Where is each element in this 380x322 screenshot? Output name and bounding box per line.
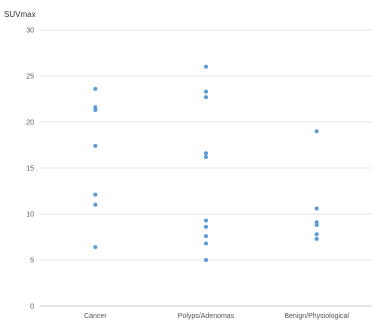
data-point	[204, 241, 208, 245]
data-point	[93, 87, 97, 91]
gridlines	[40, 30, 372, 306]
data-point	[204, 258, 208, 262]
data-point	[93, 144, 97, 148]
data-point	[315, 232, 319, 236]
y-tick-label: 25	[26, 74, 34, 81]
data-point	[315, 129, 319, 133]
y-tick-label: 0	[30, 304, 34, 311]
data-point	[204, 151, 208, 155]
data-point	[204, 65, 208, 69]
data-points	[93, 65, 318, 262]
y-tick-label: 10	[26, 212, 34, 219]
y-tick-label: 5	[30, 258, 34, 265]
data-point	[315, 206, 319, 210]
data-point	[204, 225, 208, 229]
data-point	[204, 155, 208, 159]
data-point	[315, 237, 319, 241]
y-tick-label: 15	[26, 166, 34, 173]
x-axis-categories: Cancer Polyps/Adenomas Benign/Physiologica…	[84, 313, 349, 320]
x-category-label: Polyps/Adenomas	[178, 313, 235, 320]
y-axis-label: SUVmax	[4, 10, 36, 19]
data-point	[93, 245, 97, 249]
y-tick-label: 20	[26, 120, 34, 127]
data-point	[204, 218, 208, 222]
data-point	[315, 223, 319, 227]
data-point	[204, 234, 208, 238]
x-category-label: Benign/Physiological	[284, 313, 349, 320]
data-point	[93, 203, 97, 207]
data-point	[204, 95, 208, 99]
x-category-label: Cancer	[84, 313, 107, 320]
data-point	[93, 193, 97, 197]
y-axis-ticks: 0 5 10 15 20 25 30	[26, 28, 34, 311]
data-point	[93, 108, 97, 112]
data-point	[204, 90, 208, 94]
y-tick-label: 30	[26, 28, 34, 35]
